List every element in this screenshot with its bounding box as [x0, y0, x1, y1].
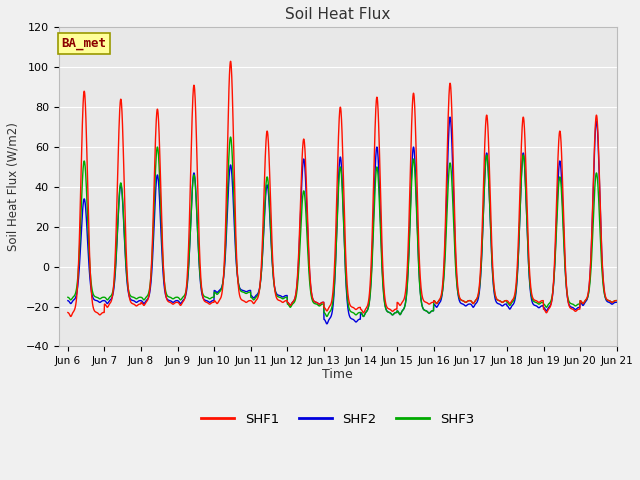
SHF2: [358, 312, 366, 317]
SHF3: [580, 300, 588, 306]
Line: SHF1: SHF1: [68, 61, 616, 316]
Y-axis label: Soil Heat Flux (W/m2): Soil Heat Flux (W/m2): [7, 122, 20, 252]
SHF2: [217, 286, 225, 292]
SHF1: [564, 300, 572, 306]
SHF2: [446, 114, 454, 120]
SHF2: [580, 302, 588, 308]
SHF2: [502, 301, 509, 307]
SHF1: [502, 298, 509, 303]
SHF1: [217, 294, 225, 300]
SHF3: [358, 312, 366, 318]
SHF3: [502, 298, 509, 303]
Line: SHF3: SHF3: [68, 137, 616, 316]
SHF1: [371, 153, 378, 158]
SHF3: [612, 298, 620, 303]
Title: Soil Heat Flux: Soil Heat Flux: [285, 7, 390, 22]
SHF1: [227, 59, 234, 64]
SHF3: [371, 204, 378, 210]
SHF3: [64, 294, 72, 300]
SHF1: [580, 300, 588, 306]
SHF2: [564, 300, 572, 305]
Text: BA_met: BA_met: [61, 37, 106, 50]
SHF3: [217, 288, 225, 293]
SHF2: [370, 197, 378, 203]
Line: SHF2: SHF2: [68, 117, 616, 324]
SHF1: [358, 308, 366, 314]
Legend: SHF1, SHF2, SHF3: SHF1, SHF2, SHF3: [196, 408, 479, 431]
SHF3: [323, 313, 331, 319]
SHF2: [64, 298, 72, 303]
X-axis label: Time: Time: [323, 368, 353, 381]
SHF1: [612, 298, 620, 303]
SHF2: [323, 321, 331, 327]
SHF3: [227, 134, 234, 140]
SHF2: [612, 300, 620, 305]
SHF1: [67, 313, 74, 319]
SHF1: [64, 310, 72, 315]
SHF3: [564, 297, 572, 303]
